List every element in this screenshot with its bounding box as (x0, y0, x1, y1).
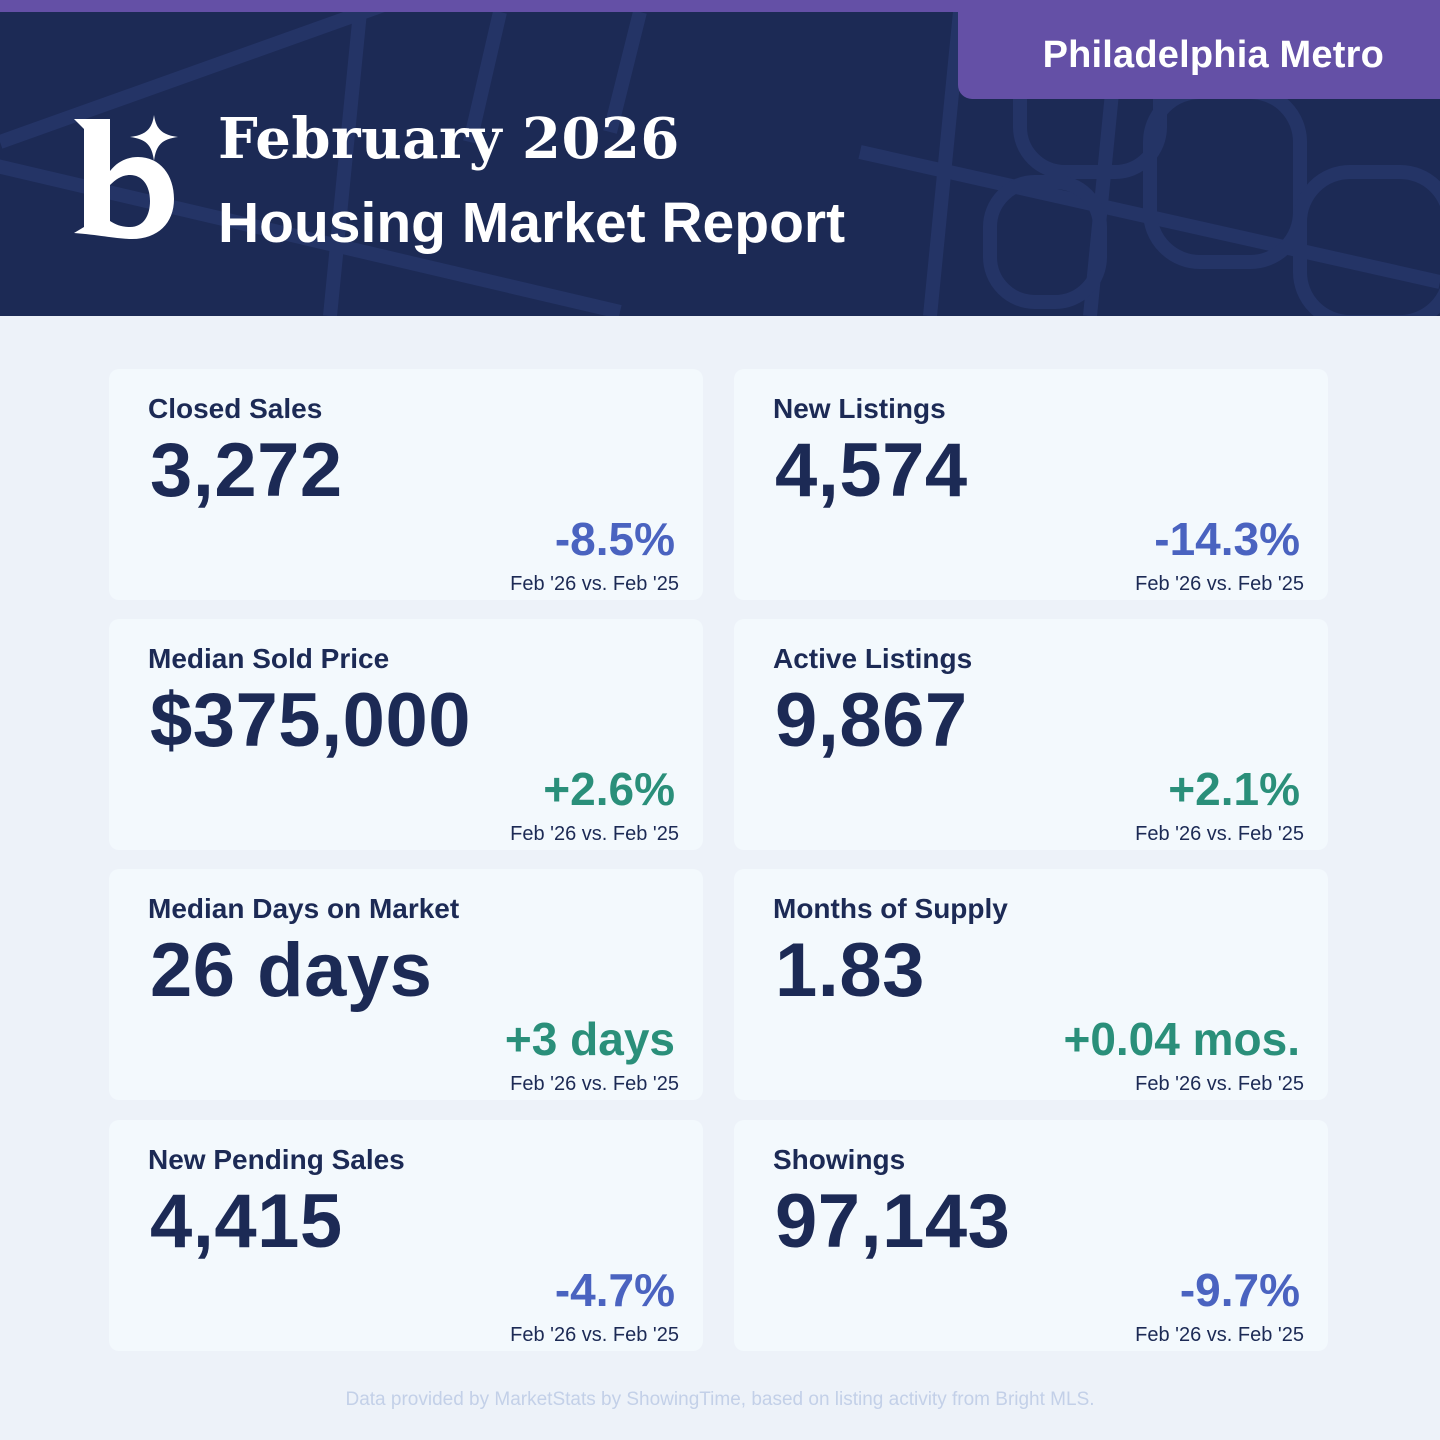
metric-label: Showings (773, 1144, 906, 1175)
metric-change: +2.6% (543, 763, 675, 815)
metric-value: 4,415 (150, 1179, 343, 1264)
metric-label: New Pending Sales (148, 1144, 405, 1175)
metric-label: New Listings (773, 393, 946, 424)
data-source-note: Data provided by MarketStats by ShowingT… (345, 1389, 1095, 1410)
metric-card-median-days-on-market: Median Days on Market 26 days +3 days Fe… (109, 869, 703, 1100)
metric-change: +2.1% (1168, 763, 1300, 815)
top-accent-stripe (0, 0, 1440, 12)
metric-value: 3,272 (150, 428, 343, 513)
metric-value: 4,574 (775, 428, 968, 513)
metric-change: +0.04 mos. (1063, 1013, 1300, 1065)
region-label: Philadelphia Metro (1042, 34, 1384, 76)
metric-comparison-period: Feb '26 vs. Feb '25 (510, 1324, 679, 1346)
metric-card-active-listings: Active Listings 9,867 +2.1% Feb '26 vs. … (734, 619, 1328, 850)
metric-card-new-listings: New Listings 4,574 -14.3% Feb '26 vs. Fe… (734, 369, 1328, 600)
metric-comparison-period: Feb '26 vs. Feb '25 (510, 1073, 679, 1095)
metric-card-showings: Showings 97,143 -9.7% Feb '26 vs. Feb '2… (734, 1120, 1328, 1351)
metric-comparison-period: Feb '26 vs. Feb '25 (1135, 823, 1304, 845)
metric-change: -8.5% (554, 513, 675, 565)
metric-change: -9.7% (1179, 1264, 1300, 1316)
report-header: Philadelphia Metro February 2026 Housing… (0, 12, 1440, 316)
metric-comparison-period: Feb '26 vs. Feb '25 (510, 573, 679, 595)
metric-comparison-period: Feb '26 vs. Feb '25 (510, 823, 679, 845)
b-sparkle-logo-icon (74, 115, 178, 239)
metric-card-median-sold-price: Median Sold Price $375,000 +2.6% Feb '26… (109, 619, 703, 850)
metric-label: Median Sold Price (148, 643, 390, 674)
region-tab: Philadelphia Metro (958, 12, 1440, 99)
metric-change: +3 days (504, 1013, 675, 1065)
report-title: Housing Market Report (218, 191, 846, 255)
metric-label: Months of Supply (773, 893, 1008, 924)
metric-change: -4.7% (554, 1264, 675, 1316)
metric-card-closed-sales: Closed Sales 3,272 -8.5% Feb '26 vs. Feb… (109, 369, 703, 600)
metric-label: Closed Sales (148, 393, 323, 424)
metric-value: 9,867 (775, 678, 968, 763)
metric-value: 26 days (150, 928, 433, 1013)
metric-card-new-pending-sales: New Pending Sales 4,415 -4.7% Feb '26 vs… (109, 1120, 703, 1351)
metric-value: 1.83 (775, 928, 925, 1013)
metric-comparison-period: Feb '26 vs. Feb '25 (1135, 573, 1304, 595)
metric-comparison-period: Feb '26 vs. Feb '25 (1135, 1324, 1304, 1346)
metric-label: Active Listings (773, 643, 973, 674)
metric-card-months-of-supply: Months of Supply 1.83 +0.04 mos. Feb '26… (734, 869, 1328, 1100)
metric-change: -14.3% (1154, 513, 1300, 565)
metric-label: Median Days on Market (148, 893, 460, 924)
metric-value: $375,000 (150, 678, 471, 763)
metric-value: 97,143 (775, 1179, 1011, 1264)
report-month-title: February 2026 (218, 106, 680, 172)
metric-comparison-period: Feb '26 vs. Feb '25 (1135, 1073, 1304, 1095)
map-pattern-background (0, 12, 1440, 316)
